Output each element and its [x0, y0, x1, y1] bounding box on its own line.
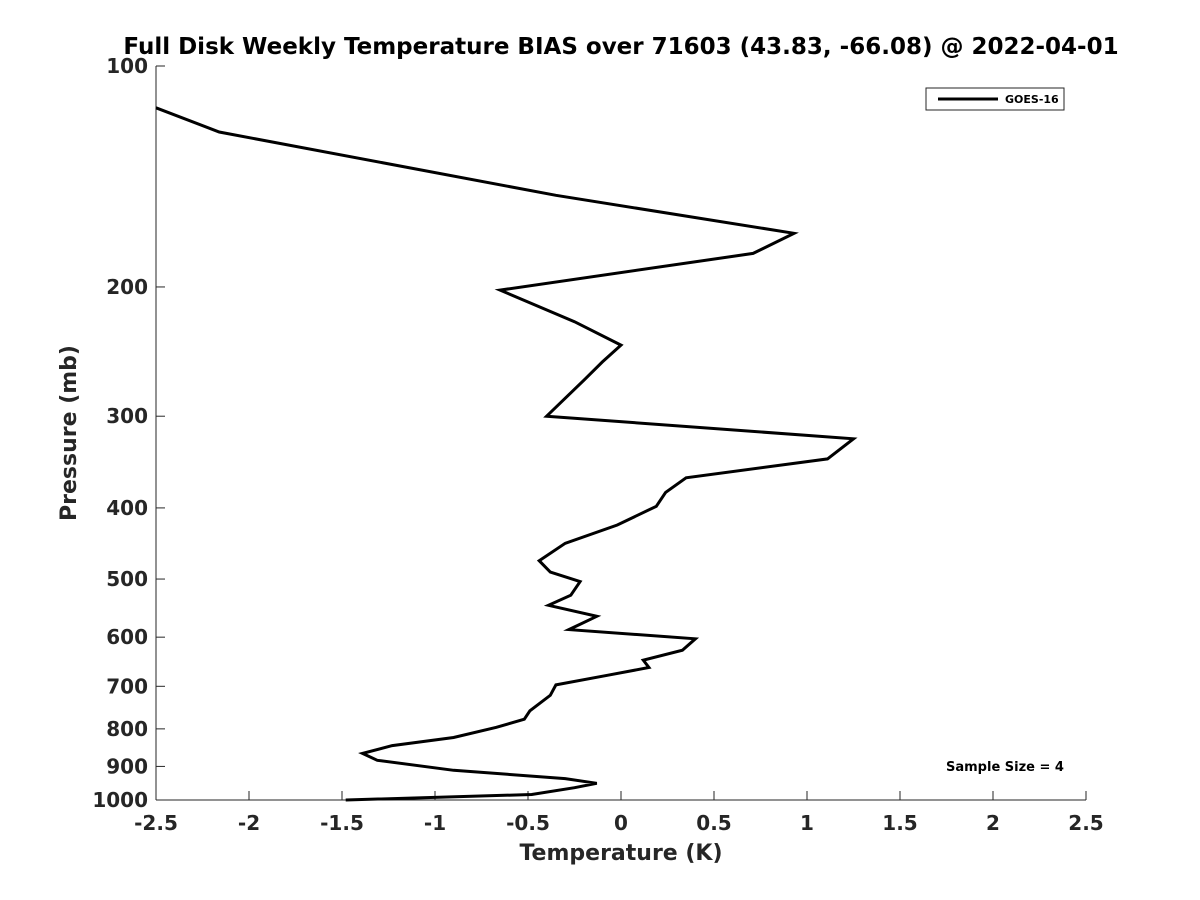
y-tick-label: 800 [106, 717, 148, 741]
y-axis-label: Pressure (mb) [57, 345, 82, 521]
x-ticks: -2.5 -2 -1.5 -1 -0.5 0 0.5 1 1.5 2 2.5 [134, 791, 1104, 835]
series-line-goes-16 [155, 106, 858, 802]
plot-area: -2.5 -2 -1.5 -1 -0.5 0 0.5 1 1.5 2 2.5 100 200 300 40… [92, 54, 1103, 835]
x-tick-label: -2 [238, 811, 260, 835]
x-tick-label: 0.5 [696, 811, 731, 835]
x-tick-label: -1 [424, 811, 446, 835]
chart-title: Full Disk Weekly Temperature BIAS over 7… [123, 34, 1118, 60]
x-tick-label: 2 [986, 811, 1000, 835]
y-tick-label: 300 [106, 404, 148, 428]
series-layer [155, 106, 858, 802]
x-tick-label: -2.5 [134, 811, 178, 835]
y-tick-label: 500 [106, 567, 148, 591]
x-tick-label: 1 [800, 811, 814, 835]
x-tick-label: 0 [614, 811, 628, 835]
y-tick-label: 600 [106, 625, 148, 649]
sample-size-annotation: Sample Size = 4 [946, 760, 1064, 775]
y-tick-label: 200 [106, 275, 148, 299]
y-tick-label: 100 [106, 54, 148, 78]
y-tick-label: 700 [106, 674, 148, 698]
y-tick-label: 400 [106, 496, 148, 520]
y-tick-label: 1000 [92, 788, 148, 812]
x-tick-label: -0.5 [506, 811, 550, 835]
x-tick-label: -1.5 [320, 811, 364, 835]
y-ticks: 100 200 300 400 500 600 700 800 900 1000 [92, 54, 165, 812]
x-tick-label: 1.5 [882, 811, 917, 835]
y-tick-label: 900 [106, 754, 148, 778]
x-axis-label: Temperature (K) [519, 841, 722, 866]
x-tick-label: 2.5 [1068, 811, 1103, 835]
legend-label: GOES-16 [1005, 93, 1059, 106]
legend: GOES-16 [925, 87, 1065, 111]
plot-background [156, 66, 1086, 800]
